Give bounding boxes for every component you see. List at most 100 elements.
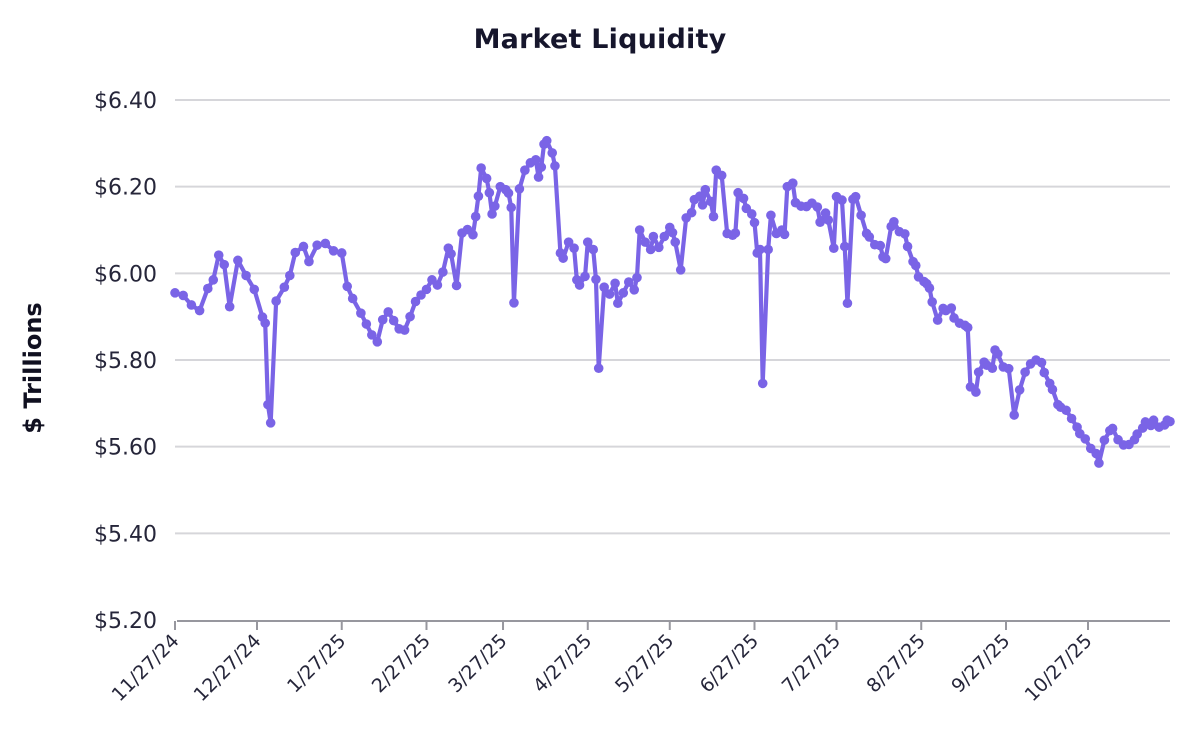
data-point — [506, 202, 517, 213]
data-point — [828, 243, 839, 253]
data-point — [1066, 413, 1077, 424]
data-point — [533, 172, 544, 182]
data-point — [588, 244, 599, 255]
data-point — [580, 271, 590, 282]
data-point — [670, 237, 681, 247]
data-point — [738, 193, 749, 204]
data-point — [304, 256, 314, 267]
x-tick-label: 9/27/25 — [947, 630, 1014, 697]
data-point — [328, 246, 339, 256]
x-tick-label: 6/27/25 — [696, 630, 763, 697]
data-point — [932, 315, 943, 325]
data-point — [487, 209, 497, 219]
data-point — [249, 284, 260, 295]
data-point — [659, 231, 670, 242]
data-point — [470, 211, 481, 222]
data-point — [213, 250, 224, 260]
x-tick-label: 10/27/25 — [1021, 630, 1097, 706]
data-point — [889, 216, 899, 227]
data-point — [473, 191, 484, 201]
data-point — [421, 284, 432, 295]
data-point — [971, 387, 981, 397]
data-point — [730, 228, 741, 238]
data-point — [700, 184, 711, 195]
data-point — [599, 282, 609, 293]
data-point — [520, 165, 530, 175]
data-point — [864, 232, 875, 242]
data-point — [749, 217, 760, 228]
data-point — [842, 298, 853, 309]
data-point — [591, 274, 601, 285]
data-point — [224, 301, 235, 312]
data-point — [629, 285, 640, 295]
data-point — [342, 281, 353, 292]
data-point — [632, 272, 642, 283]
data-point — [815, 217, 825, 227]
data-point — [1047, 384, 1058, 395]
data-point — [410, 296, 421, 307]
data-point — [812, 202, 823, 212]
data-point — [241, 270, 251, 281]
data-point — [779, 229, 790, 240]
data-point — [686, 207, 697, 218]
data-point — [432, 280, 443, 290]
y-tick-label: $5.60 — [94, 436, 157, 461]
data-point — [1107, 423, 1118, 434]
y-tick-label: $5.40 — [94, 522, 157, 547]
data-point — [924, 283, 935, 293]
data-point — [260, 318, 271, 328]
data-point — [356, 308, 366, 319]
data-point — [372, 337, 383, 347]
data-point — [708, 211, 719, 222]
data-point — [298, 241, 309, 252]
data-point — [377, 314, 388, 325]
data-point — [910, 260, 921, 271]
x-tick-label: 12/27/24 — [190, 630, 266, 706]
data-point — [634, 225, 645, 235]
data-point — [203, 283, 213, 294]
y-tick-label: $6.20 — [94, 176, 157, 201]
data-point — [695, 191, 705, 201]
data-point — [476, 163, 486, 173]
data-point — [399, 325, 410, 335]
data-point — [1061, 405, 1071, 416]
data-point — [484, 187, 495, 198]
data-point — [468, 229, 478, 240]
data-point — [547, 148, 558, 158]
data-point — [902, 241, 913, 252]
data-point — [875, 240, 886, 251]
data-point — [613, 298, 623, 309]
x-tick-label: 1/27/25 — [283, 630, 350, 697]
data-point — [208, 275, 219, 285]
data-point — [697, 200, 708, 210]
data-point — [763, 244, 773, 255]
data-point — [766, 210, 776, 221]
data-point — [1165, 416, 1175, 427]
data-point — [755, 244, 765, 255]
x-tick-label: 4/27/25 — [529, 630, 596, 697]
data-point — [839, 241, 850, 252]
data-point — [490, 201, 500, 211]
data-point — [654, 242, 664, 253]
data-point — [574, 280, 585, 290]
data-point — [388, 315, 399, 326]
data-point — [973, 367, 984, 377]
data-point — [667, 227, 678, 238]
data-point — [1003, 363, 1014, 374]
data-point — [312, 240, 322, 250]
x-tick-label: 2/27/25 — [368, 630, 435, 697]
data-point — [850, 191, 861, 202]
y-tick-label: $6.40 — [94, 89, 157, 114]
data-point — [645, 244, 656, 255]
data-point — [675, 265, 686, 275]
data-point — [1036, 357, 1047, 368]
x-tick-label: 11/27/24 — [108, 630, 184, 706]
data-point — [438, 267, 448, 277]
data-point — [618, 288, 629, 298]
data-point — [1094, 458, 1104, 468]
data-point — [856, 210, 866, 221]
data-point — [1014, 385, 1025, 395]
data-point — [1039, 367, 1050, 378]
data-point — [290, 247, 301, 258]
